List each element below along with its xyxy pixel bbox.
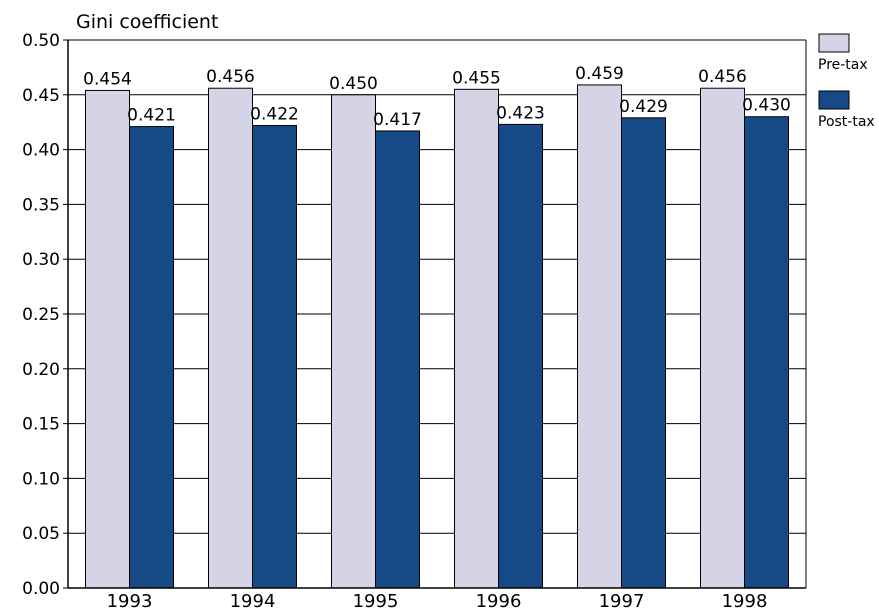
y-tick-label: 0.10 bbox=[22, 469, 60, 489]
data-label-pre-tax-1995: 0.450 bbox=[329, 74, 378, 94]
bar-post-tax-1993 bbox=[129, 126, 174, 589]
data-label-pre-tax-1994: 0.456 bbox=[206, 67, 255, 87]
data-label-pre-tax-1996: 0.455 bbox=[452, 68, 501, 88]
legend: Pre-tax Post-tax bbox=[818, 33, 875, 130]
y-tick-label: 0.15 bbox=[22, 415, 60, 435]
data-label-post-tax-1997: 0.429 bbox=[619, 97, 668, 117]
x-tick-label-1998: 1998 bbox=[722, 591, 768, 611]
x-tick-label-1996: 1996 bbox=[476, 591, 522, 611]
legend-swatch-pre-tax bbox=[818, 33, 850, 53]
data-label-post-tax-1993: 0.421 bbox=[127, 106, 176, 126]
bar-pre-tax-1996 bbox=[454, 88, 499, 589]
bar-post-tax-1996 bbox=[498, 123, 543, 589]
data-label-post-tax-1995: 0.417 bbox=[373, 110, 422, 130]
y-tick-label: 0.40 bbox=[22, 141, 60, 161]
bar-post-tax-1995 bbox=[375, 130, 420, 589]
y-tick-label: 0.50 bbox=[22, 31, 60, 51]
x-tick-label-1993: 1993 bbox=[107, 591, 153, 611]
bar-pre-tax-1997 bbox=[577, 84, 622, 589]
data-labels: 0.454 0.421 0.456 0.422 0.450 0.417 0.455 0.423… bbox=[83, 64, 791, 130]
plot-frame bbox=[67, 39, 807, 589]
y-tick-label: 0.00 bbox=[22, 579, 60, 599]
y-tick-label: 0.30 bbox=[22, 250, 60, 270]
bar-post-tax-1997 bbox=[621, 117, 666, 589]
bar-pre-tax-1994 bbox=[208, 87, 253, 589]
legend-swatch-post-tax bbox=[818, 90, 850, 110]
bars bbox=[85, 84, 789, 589]
y-tick-label: 0.25 bbox=[22, 305, 60, 325]
data-label-post-tax-1996: 0.423 bbox=[496, 103, 545, 123]
legend-label-post-tax: Post-tax bbox=[818, 114, 875, 130]
bar-post-tax-1994 bbox=[252, 124, 297, 589]
y-tick-label: 0.20 bbox=[22, 360, 60, 380]
y-axis-label: Gini coefficient bbox=[76, 11, 218, 33]
data-label-pre-tax-1997: 0.459 bbox=[575, 64, 624, 84]
y-axis-ticks: 0.00 0.05 0.10 0.15 0.20 0.25 0.30 0.35 0.40 0.45… bbox=[22, 31, 68, 599]
x-tick-label-1997: 1997 bbox=[599, 591, 645, 611]
y-tick-label: 0.35 bbox=[22, 195, 60, 215]
y-tick-label: 0.05 bbox=[22, 524, 60, 544]
bar-post-tax-1998 bbox=[744, 116, 789, 589]
legend-label-pre-tax: Pre-tax bbox=[818, 57, 868, 73]
gridlines bbox=[68, 39, 806, 534]
x-tick-label-1995: 1995 bbox=[353, 591, 399, 611]
bar-pre-tax-1998 bbox=[700, 87, 745, 589]
y-tick-label: 0.45 bbox=[22, 86, 60, 106]
bar-pre-tax-1993 bbox=[85, 89, 130, 589]
data-label-post-tax-1994: 0.422 bbox=[250, 104, 299, 124]
data-label-post-tax-1998: 0.430 bbox=[742, 96, 791, 116]
data-label-pre-tax-1993: 0.454 bbox=[83, 69, 132, 89]
x-axis-ticks: 1993 1994 1995 1996 1997 1998 bbox=[107, 591, 768, 611]
bar-pre-tax-1995 bbox=[331, 94, 376, 589]
data-label-pre-tax-1998: 0.456 bbox=[698, 67, 747, 87]
x-tick-label-1994: 1994 bbox=[230, 591, 276, 611]
